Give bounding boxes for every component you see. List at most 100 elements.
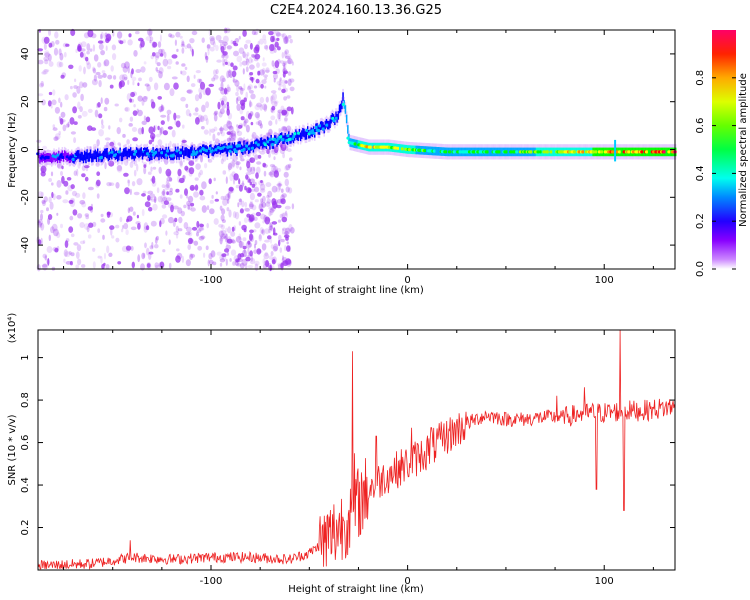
noise-blob: [262, 162, 267, 168]
noise-blob: [203, 252, 206, 258]
noise-blob: [195, 117, 200, 125]
noise-blob: [253, 166, 256, 172]
noise-blob: [245, 124, 250, 133]
ridge-core: [507, 147, 509, 157]
noise-blob: [226, 251, 229, 256]
noise-blob: [129, 116, 134, 122]
ridge-peak: [250, 146, 255, 150]
ridge-peak: [61, 155, 65, 159]
noise-blob: [133, 169, 137, 177]
spectrogram-xtick-label: -100: [200, 275, 223, 286]
noise-blob: [185, 231, 191, 236]
ridge-peak: [407, 148, 412, 152]
noise-blob: [243, 228, 247, 233]
noise-blob: [236, 96, 241, 102]
noise-blob: [152, 166, 157, 170]
noise-blob: [76, 168, 79, 177]
noise-blob: [201, 126, 205, 130]
ridge-peak: [167, 152, 171, 156]
noise-blob: [258, 233, 262, 240]
noise-blob: [233, 173, 239, 181]
noise-blob: [97, 40, 104, 44]
noise-blob: [197, 78, 201, 83]
noise-blob: [86, 43, 91, 51]
ridge-core: [51, 154, 53, 164]
noise-blob: [70, 184, 75, 190]
noise-blob: [159, 53, 164, 57]
noise-blob: [270, 95, 275, 102]
noise-blob: [108, 182, 115, 186]
noise-blob: [231, 159, 236, 168]
noise-blob: [100, 256, 103, 264]
noise-blob: [41, 264, 48, 268]
noise-blob: [79, 51, 84, 58]
noise-blob: [238, 233, 242, 240]
snr-frame: [37, 329, 676, 571]
noise-blob: [241, 180, 245, 188]
noise-blob: [259, 183, 266, 191]
noise-blob: [228, 69, 231, 78]
noise-blob: [176, 115, 181, 119]
noise-blob: [249, 200, 253, 204]
noise-blob: [254, 243, 256, 249]
noise-blob: [227, 162, 233, 171]
noise-blob: [65, 123, 70, 128]
noise-blob: [161, 191, 165, 195]
noise-blob: [133, 191, 140, 196]
noise-blob: [136, 108, 139, 113]
chart-title: C2E4.2024.160.13.36.G25: [270, 3, 442, 18]
noise-blob: [278, 117, 282, 122]
noise-blob: [105, 45, 108, 51]
noise-blob: [268, 206, 274, 210]
noise-blob: [230, 231, 236, 237]
noise-blob: [198, 227, 205, 231]
noise-blob: [214, 198, 219, 202]
noise-blob: [48, 91, 53, 96]
noise-blob: [238, 178, 241, 185]
noise-blob: [282, 126, 287, 131]
noise-blob: [206, 44, 211, 49]
noise-blob: [149, 39, 152, 44]
noise-blob: [142, 190, 147, 195]
noise-blob: [128, 33, 132, 38]
noise-blob: [251, 77, 254, 83]
noise-blob: [229, 137, 236, 141]
noise-blob: [234, 80, 240, 87]
noise-blob: [152, 203, 158, 211]
noise-blob: [149, 193, 156, 199]
noise-blob: [133, 104, 136, 108]
noise-blob: [143, 222, 149, 231]
noise-blob: [289, 227, 295, 234]
noise-blob: [160, 200, 165, 204]
noise-blob: [209, 208, 215, 215]
ridge-peak: [204, 149, 209, 153]
noise-blob: [226, 137, 232, 144]
ridge-peak: [85, 155, 90, 160]
noise-blob: [131, 68, 134, 75]
noise-blob: [154, 237, 158, 244]
noise-blob: [280, 111, 285, 116]
noise-blob: [44, 52, 50, 58]
noise-blob: [282, 33, 287, 40]
noise-blob: [66, 177, 72, 181]
noise-blob: [178, 216, 183, 224]
noise-blob: [261, 243, 267, 251]
noise-blob: [109, 84, 114, 89]
noise-blob: [142, 96, 148, 103]
noise-blob: [52, 127, 58, 131]
ridge-peak: [97, 153, 102, 157]
noise-blob: [96, 171, 101, 176]
ridge-core: [299, 132, 302, 142]
noise-blob: [244, 201, 248, 208]
noise-blob: [284, 205, 291, 210]
noise-blob: [238, 87, 243, 91]
noise-blob: [274, 41, 279, 48]
noise-blob: [256, 248, 262, 255]
noise-blob: [100, 31, 104, 39]
noise-blob: [256, 62, 260, 68]
noise-blob: [92, 68, 97, 74]
noise-blob: [226, 86, 231, 93]
noise-blob: [256, 161, 262, 165]
noise-blob: [141, 98, 145, 106]
noise-blob: [220, 88, 226, 95]
